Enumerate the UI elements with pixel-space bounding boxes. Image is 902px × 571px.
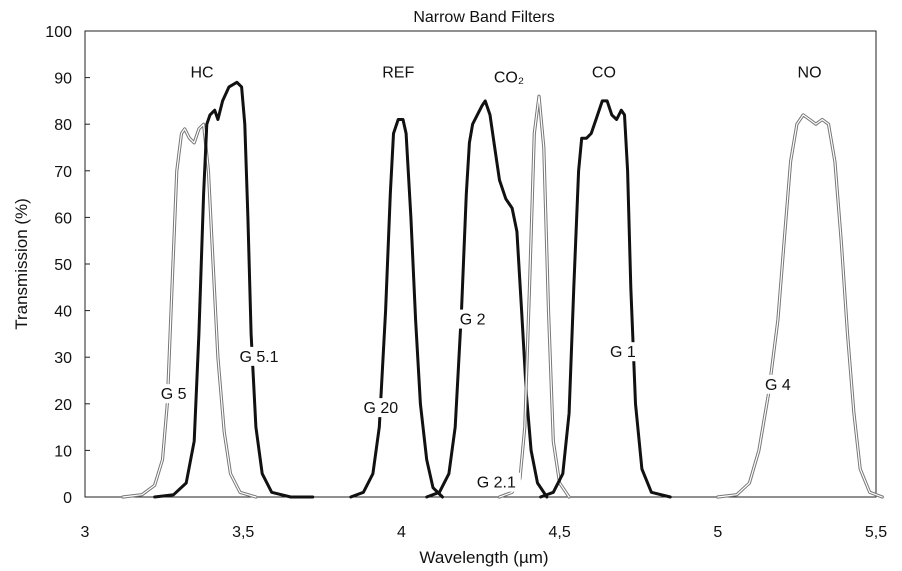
gas-label-hc: HC [191,65,214,82]
curves-layer [121,80,884,499]
series-line-inner [717,114,883,498]
y-tick-label: 80 [54,117,72,134]
series-line-outer [121,122,258,499]
x-tick-label: 3,5 [232,524,254,541]
gas-label-no: NO [798,65,822,82]
series-line-stroke [153,80,315,499]
series-label-bg [471,472,521,492]
y-tick-label: 0 [63,490,72,507]
series-line-stroke [425,99,549,499]
series-line-outer [497,94,571,499]
x-tick-label: 4 [397,524,406,541]
y-tick-label: 70 [54,164,72,181]
series-line-stroke [539,99,672,499]
x-axis-ticks: 3 3,5 4 4,5 5 5,5 [81,524,888,541]
series-label-bg [234,346,284,366]
x-tick-label: 5,5 [865,524,887,541]
series-line-stroke [349,118,444,499]
series-label-bg [360,398,401,418]
chart-title: Narrow Band Filters [413,9,554,26]
series-line-g-20 [349,118,444,499]
series-label-g-20: G 20 [363,400,398,417]
y-tick-label: 100 [45,24,72,41]
y-axis-label: Transmission (%) [12,198,31,330]
series-label-g-5-1: G 5.1 [239,349,278,366]
series-line-outer [716,113,884,499]
y-tick-label: 30 [54,350,72,367]
y-axis-ticks: 0 10 20 30 40 50 60 70 80 90 100 [45,24,90,507]
y-tick-label: 40 [54,304,72,321]
x-tick-label: 4,5 [548,524,570,541]
gas-label-co2: CO₂ [494,69,524,86]
series-line-g-1 [539,99,672,499]
series-line-g-2 [425,99,549,499]
x-tick-label: 5 [713,524,722,541]
series-label-bg [457,309,489,329]
y-tick-label: 90 [54,71,72,88]
y-tick-label: 50 [54,257,72,274]
x-tick-label: 3 [81,524,90,541]
series-line-g-2-1 [497,94,571,499]
series-label-g-2-1: G 2.1 [477,475,516,492]
x-axis-label: Wavelength (µm) [419,548,548,567]
series-label-g-5: G 5 [161,386,187,403]
y-tick-label: 10 [54,443,72,460]
series-label-bg [607,342,639,362]
series-label-g-1: G 1 [610,344,636,361]
series-line-g-4 [716,113,884,499]
series-line-inner [122,123,257,498]
series-line-g-5-1 [153,80,315,499]
y-tick-label: 60 [54,210,72,227]
series-label-bg [762,374,794,394]
gas-labels: HC REF CO₂ CO NO [191,65,822,87]
series-label-g-2: G 2 [460,312,486,329]
y-tick-label: 20 [54,397,72,414]
plot-frame [84,30,877,498]
gas-label-ref: REF [382,65,414,82]
series-label-bg [158,384,190,404]
series-labels: G 5 G 5.1 G 20 G 2 G 2.1 G 1 G 4 [158,309,794,492]
series-label-g-4: G 4 [765,377,791,394]
series-line-g-5 [121,122,258,499]
gas-label-co: CO [592,65,616,82]
